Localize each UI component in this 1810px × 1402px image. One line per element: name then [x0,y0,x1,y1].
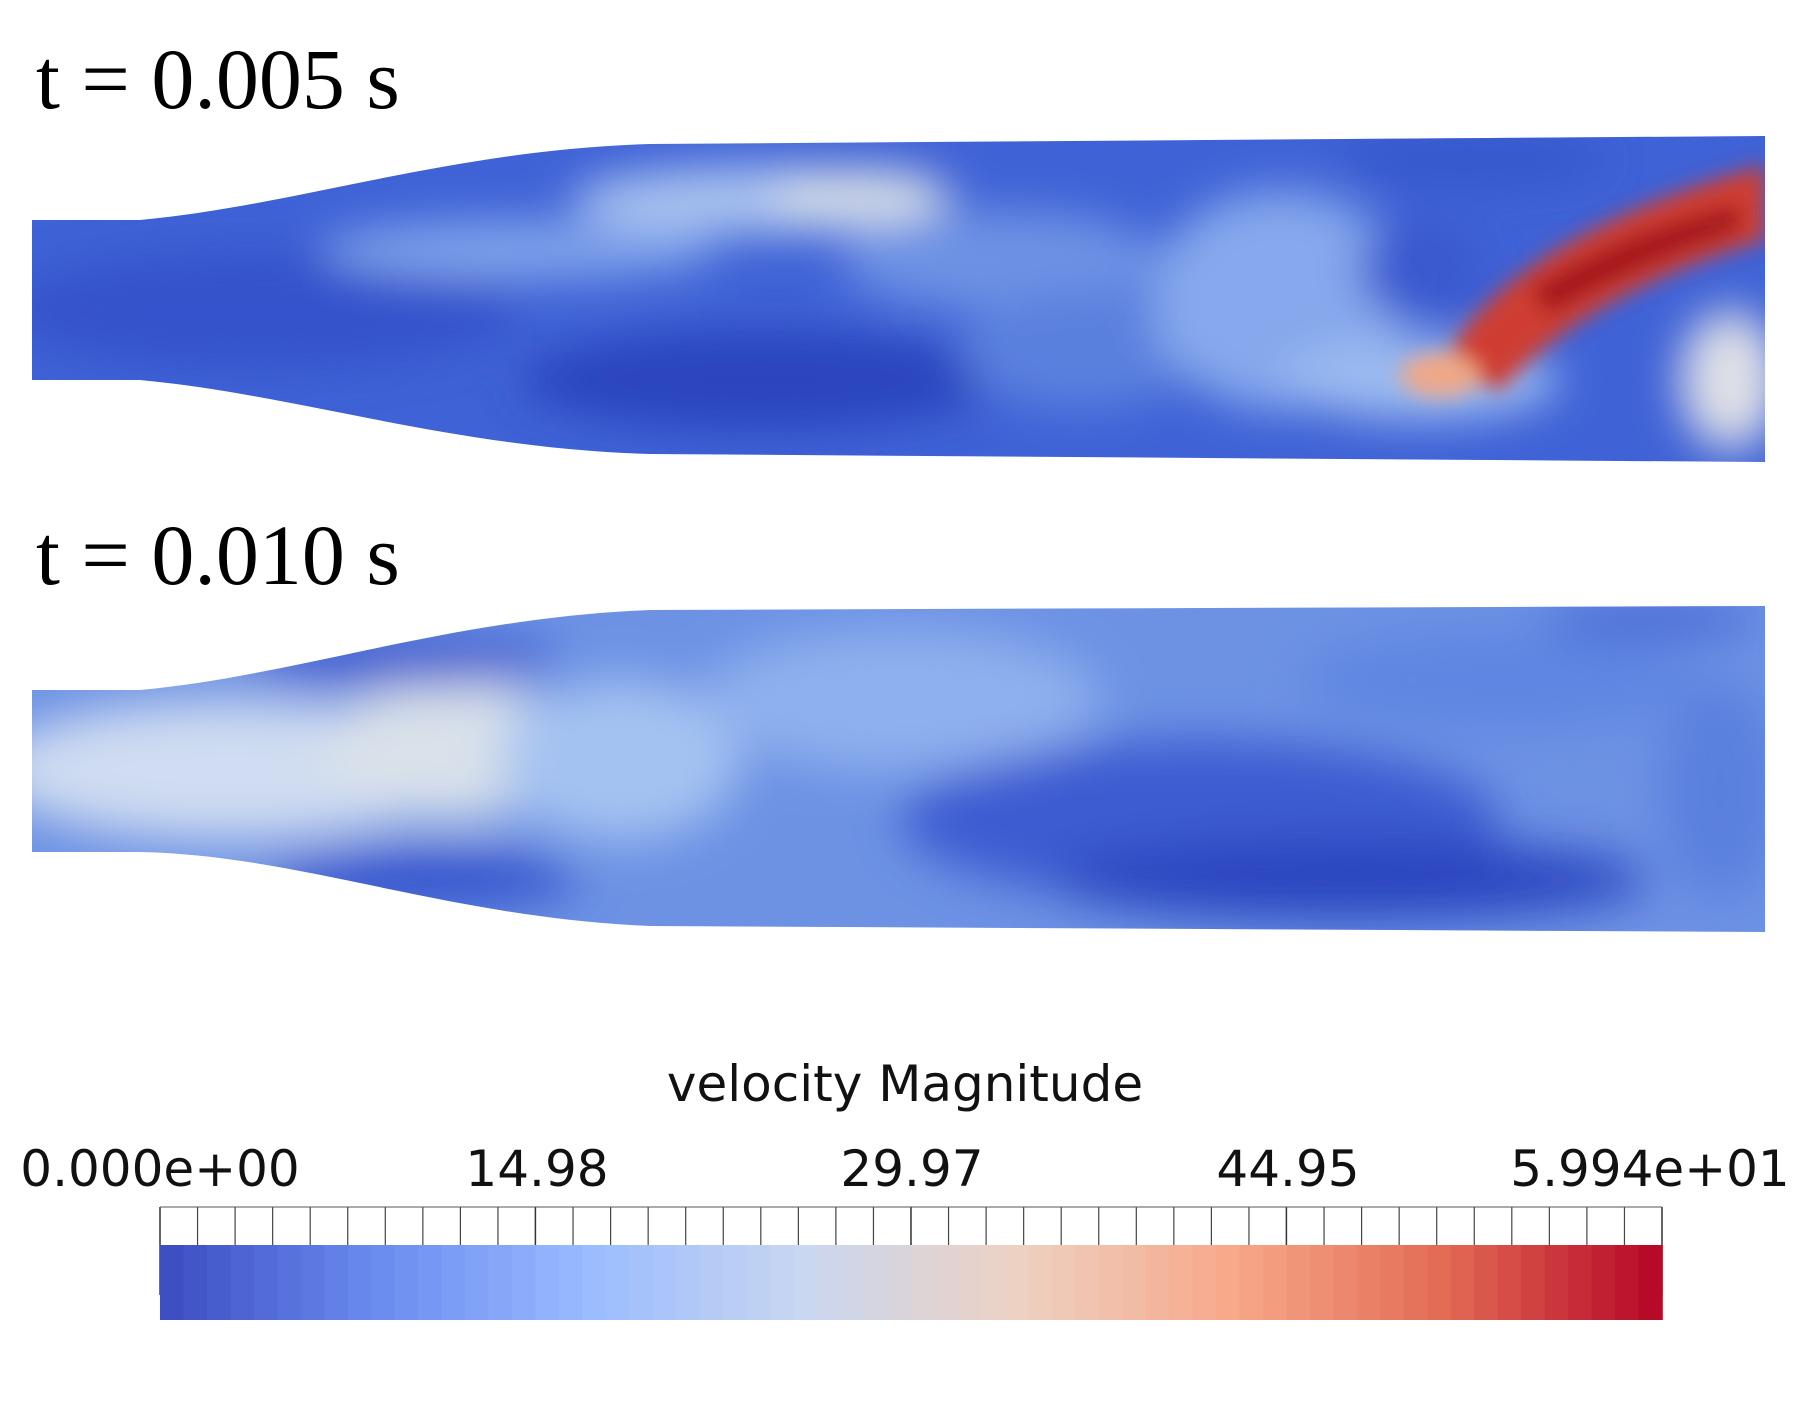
colorbar-band [160,1245,185,1320]
colorbar-band [512,1245,537,1320]
colorbar-tick-label-max: 5.994e+01 [1510,1140,1790,1198]
colorbar-ticks [159,1206,1663,1295]
colorbar-band [981,1245,1006,1320]
colorbar-band [817,1245,842,1320]
colorbar-band [183,1245,208,1320]
panel-label-top: t = 0.005 s [36,31,400,127]
colorbar-band [1263,1245,1288,1320]
colorbar-band [887,1245,912,1320]
colorbar-band [1591,1245,1616,1320]
colorbar-band [699,1245,725,1320]
colorbar-band [1239,1245,1264,1320]
colorbar-band [840,1245,865,1320]
colorbar-band [1004,1245,1030,1320]
colorbar-band [1380,1245,1405,1320]
colorbar-band [1521,1245,1546,1320]
colorbar-band [934,1245,959,1320]
colorbar-band [1497,1245,1522,1320]
colorbar [159,1206,1663,1320]
colorbar-band [582,1245,607,1320]
colorbar-band [300,1245,326,1320]
colorbar-band [1309,1245,1335,1320]
colorbar-band [488,1245,513,1320]
colorbar-band [1216,1245,1241,1320]
colorbar-band [770,1245,795,1320]
colorbar-band [1028,1245,1053,1320]
colorbar-band [652,1245,678,1320]
colorbar-band [324,1245,349,1320]
colorbar-band [465,1245,490,1320]
colorbar-band [1075,1245,1100,1320]
colorbar-band [1098,1245,1124,1320]
colorbar-band [230,1245,255,1320]
colorbar-band [371,1245,396,1320]
colorbar-tick-label-min: 0.000e+00 [20,1140,300,1198]
colorbar-band [347,1245,373,1320]
colorbar-title: velocity Magnitude [666,1055,1144,1113]
colorbar-band [864,1245,889,1320]
colorbar-band [1568,1245,1593,1320]
colorbar-band [1638,1245,1663,1320]
colorbar-tick-label-3: 44.95 [1216,1140,1360,1198]
colorbar-band [1145,1245,1170,1320]
colorbar-band [1615,1245,1640,1320]
colorbar-band [1286,1245,1311,1320]
colorbar-band [1169,1245,1194,1320]
colorbar-band [1403,1245,1429,1320]
colorbar-gradient [160,1245,1663,1320]
colorbar-band [206,1245,232,1320]
panel-label-bottom: t = 0.010 s [36,507,400,603]
colorbar-band [676,1245,701,1320]
colorbar-band [394,1245,419,1320]
colorbar-band [911,1245,936,1320]
colorbar-band [1356,1245,1382,1320]
colorbar-tick-label-1: 14.98 [465,1140,609,1198]
colorbar-band [1333,1245,1358,1320]
velocity-field-top [32,136,1765,462]
colorbar-band [723,1245,748,1320]
colorbar-band [1427,1245,1452,1320]
colorbar-band [1450,1245,1476,1320]
colorbar-band [746,1245,771,1320]
colorbar-band [957,1245,983,1320]
colorbar-band [418,1245,443,1320]
colorbar-tick-label-2: 29.97 [840,1140,984,1198]
colorbar-band [1122,1245,1147,1320]
colorbar-band [535,1245,560,1320]
colorbar-band [253,1245,279,1320]
velocity-field-bottom [32,606,1765,932]
colorbar-band [441,1245,466,1320]
colorbar-band [629,1245,654,1320]
colorbar-band [1051,1245,1077,1320]
colorbar-band [1474,1245,1499,1320]
colorbar-band [1192,1245,1217,1320]
colorbar-band [1544,1245,1569,1320]
colorbar-band [277,1245,302,1320]
colorbar-band [605,1245,631,1320]
colorbar-band [558,1245,584,1320]
colorbar-band [793,1245,818,1320]
